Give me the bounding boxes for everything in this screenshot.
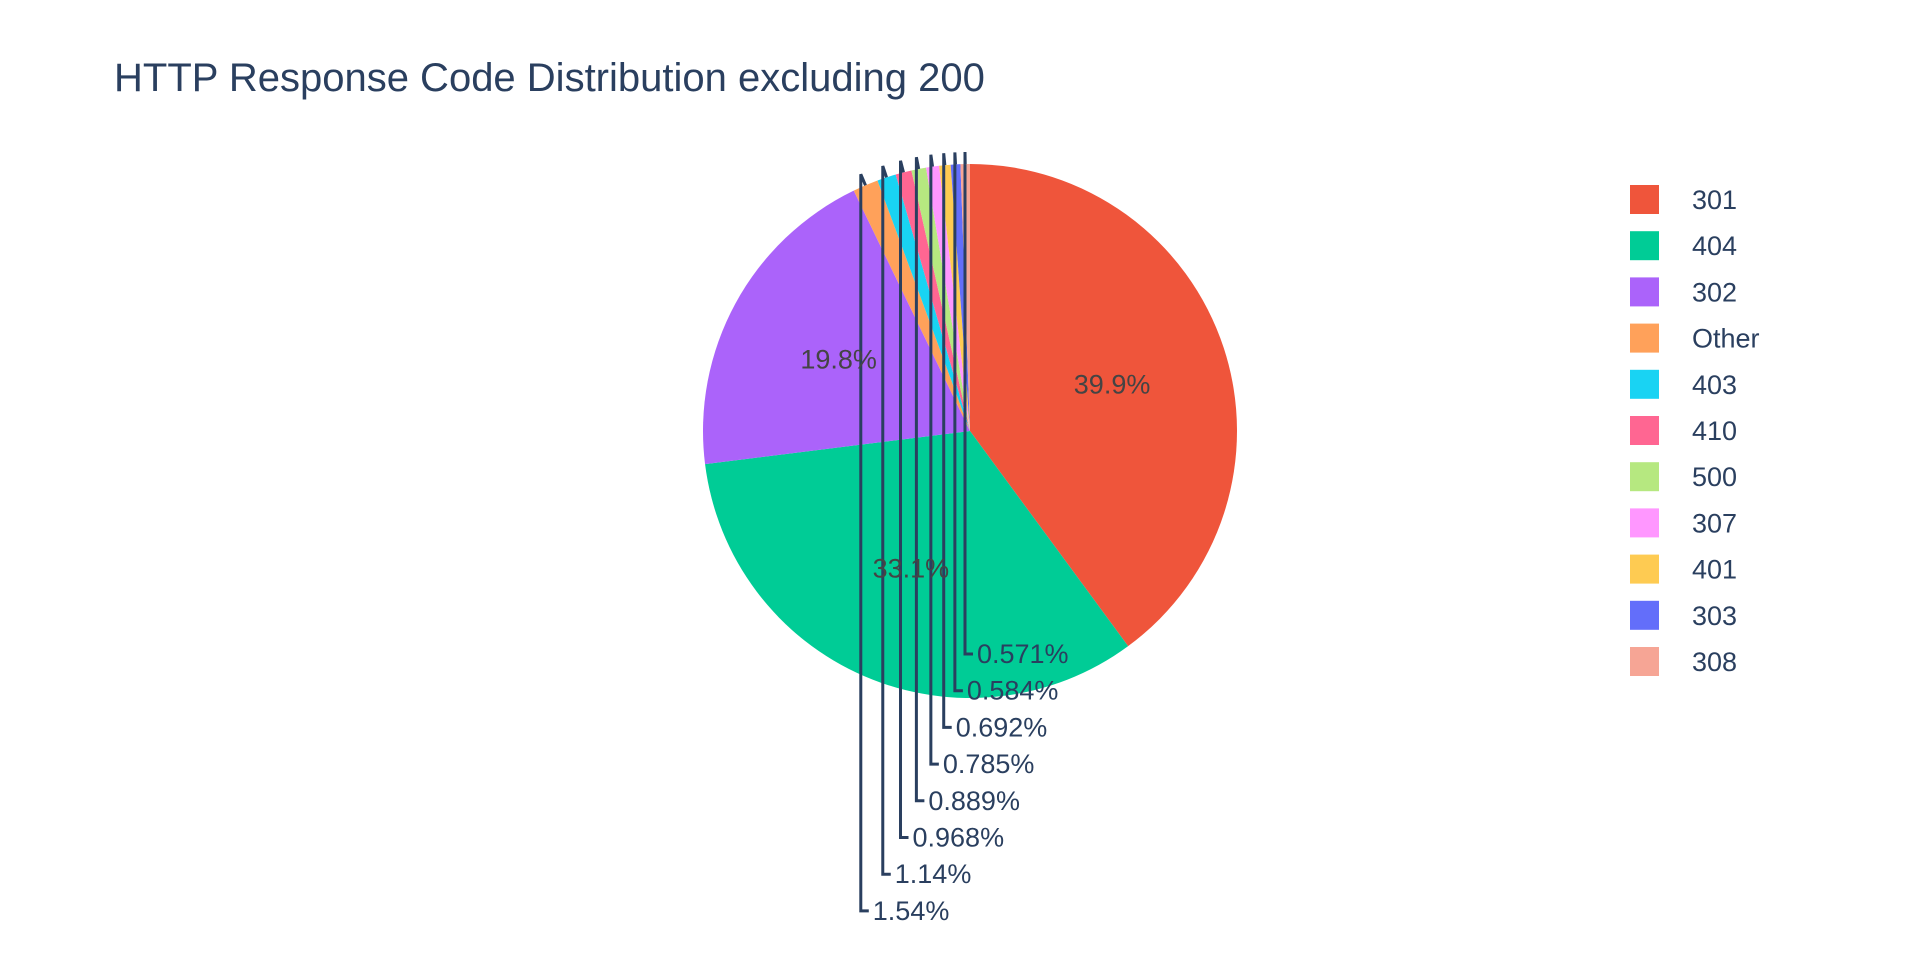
legend-item-other[interactable]: Other [1630, 323, 1760, 354]
pie-slice-302[interactable] [703, 190, 970, 465]
slice-label-401: 0.692% [956, 712, 1048, 742]
slice-label-404: 33.1% [873, 553, 950, 583]
legend-swatch-other [1630, 323, 1659, 353]
slice-label-other: 1.54% [873, 896, 950, 926]
leader-line-500 [914, 156, 925, 803]
legend-item-307[interactable]: 307 [1630, 508, 1737, 538]
legend-swatch-301 [1630, 185, 1659, 214]
legend-item-401[interactable]: 401 [1630, 554, 1737, 585]
slice-label-500: 0.889% [928, 786, 1020, 816]
slice-label-302: 19.8% [800, 345, 877, 375]
leader-line-403 [881, 165, 891, 876]
legend-label-500: 500 [1692, 462, 1737, 492]
slice-labels: 39.9% 33.1% 19.8% 1.54% 1.14% 0.968% 0.889% 0.7… [800, 345, 1150, 926]
legend-item-302[interactable]: 302 [1630, 277, 1737, 307]
leader-line-other [859, 173, 869, 913]
legend-label-302: 302 [1692, 277, 1737, 307]
pie-slice-307[interactable] [926, 165, 970, 431]
slice-label-308: 0.571% [977, 639, 1069, 669]
slice-label-301: 39.9% [1074, 369, 1151, 399]
slice-label-303: 0.584% [967, 676, 1059, 706]
legend-item-403[interactable]: 403 [1630, 369, 1737, 400]
legend-item-500[interactable]: 500 [1630, 462, 1737, 492]
slice-label-410: 0.968% [913, 823, 1005, 853]
slice-label-403: 1.14% [895, 859, 972, 889]
legend-label-301: 301 [1692, 185, 1737, 215]
legend-item-410[interactable]: 410 [1630, 416, 1737, 446]
slice-label-307: 0.785% [943, 749, 1035, 779]
legend-swatch-500 [1630, 462, 1659, 492]
legend-swatch-302 [1630, 277, 1659, 307]
leader-line-303 [953, 152, 963, 693]
legend-label-403: 403 [1692, 370, 1737, 400]
legend-item-404[interactable]: 404 [1630, 231, 1737, 261]
legend-label-303: 303 [1692, 601, 1737, 631]
legend-swatch-410 [1630, 416, 1659, 445]
legend-label-401: 401 [1692, 555, 1737, 585]
leader-line-307 [929, 154, 939, 766]
legend-item-301[interactable]: 301 [1630, 185, 1737, 215]
legend: 301 404 302 Other 403 410 500 307 401 303 308 [1630, 185, 1760, 677]
pie-slice-410[interactable] [895, 170, 970, 431]
legend-item-308[interactable]: 308 [1630, 647, 1737, 677]
legend-item-303[interactable]: 303 [1630, 600, 1737, 631]
legend-swatch-401 [1630, 554, 1659, 584]
leader-lines [859, 152, 973, 913]
pie-slice-301[interactable] [970, 164, 1237, 647]
leader-line-308 [963, 152, 973, 656]
legend-label-410: 410 [1692, 416, 1737, 446]
legend-swatch-404 [1630, 231, 1659, 261]
legend-swatch-308 [1630, 647, 1659, 676]
legend-swatch-403 [1630, 369, 1659, 399]
legend-swatch-303 [1630, 600, 1659, 630]
legend-swatch-307 [1630, 508, 1659, 538]
leader-line-401 [942, 153, 952, 729]
pie-slices [703, 164, 1237, 698]
legend-label-308: 308 [1692, 647, 1737, 677]
leader-line-410 [899, 160, 909, 839]
legend-label-307: 307 [1692, 508, 1737, 538]
chart-title: HTTP Response Code Distribution excludin… [114, 56, 985, 100]
legend-label-other: Other [1692, 324, 1760, 354]
legend-label-404: 404 [1692, 231, 1737, 261]
